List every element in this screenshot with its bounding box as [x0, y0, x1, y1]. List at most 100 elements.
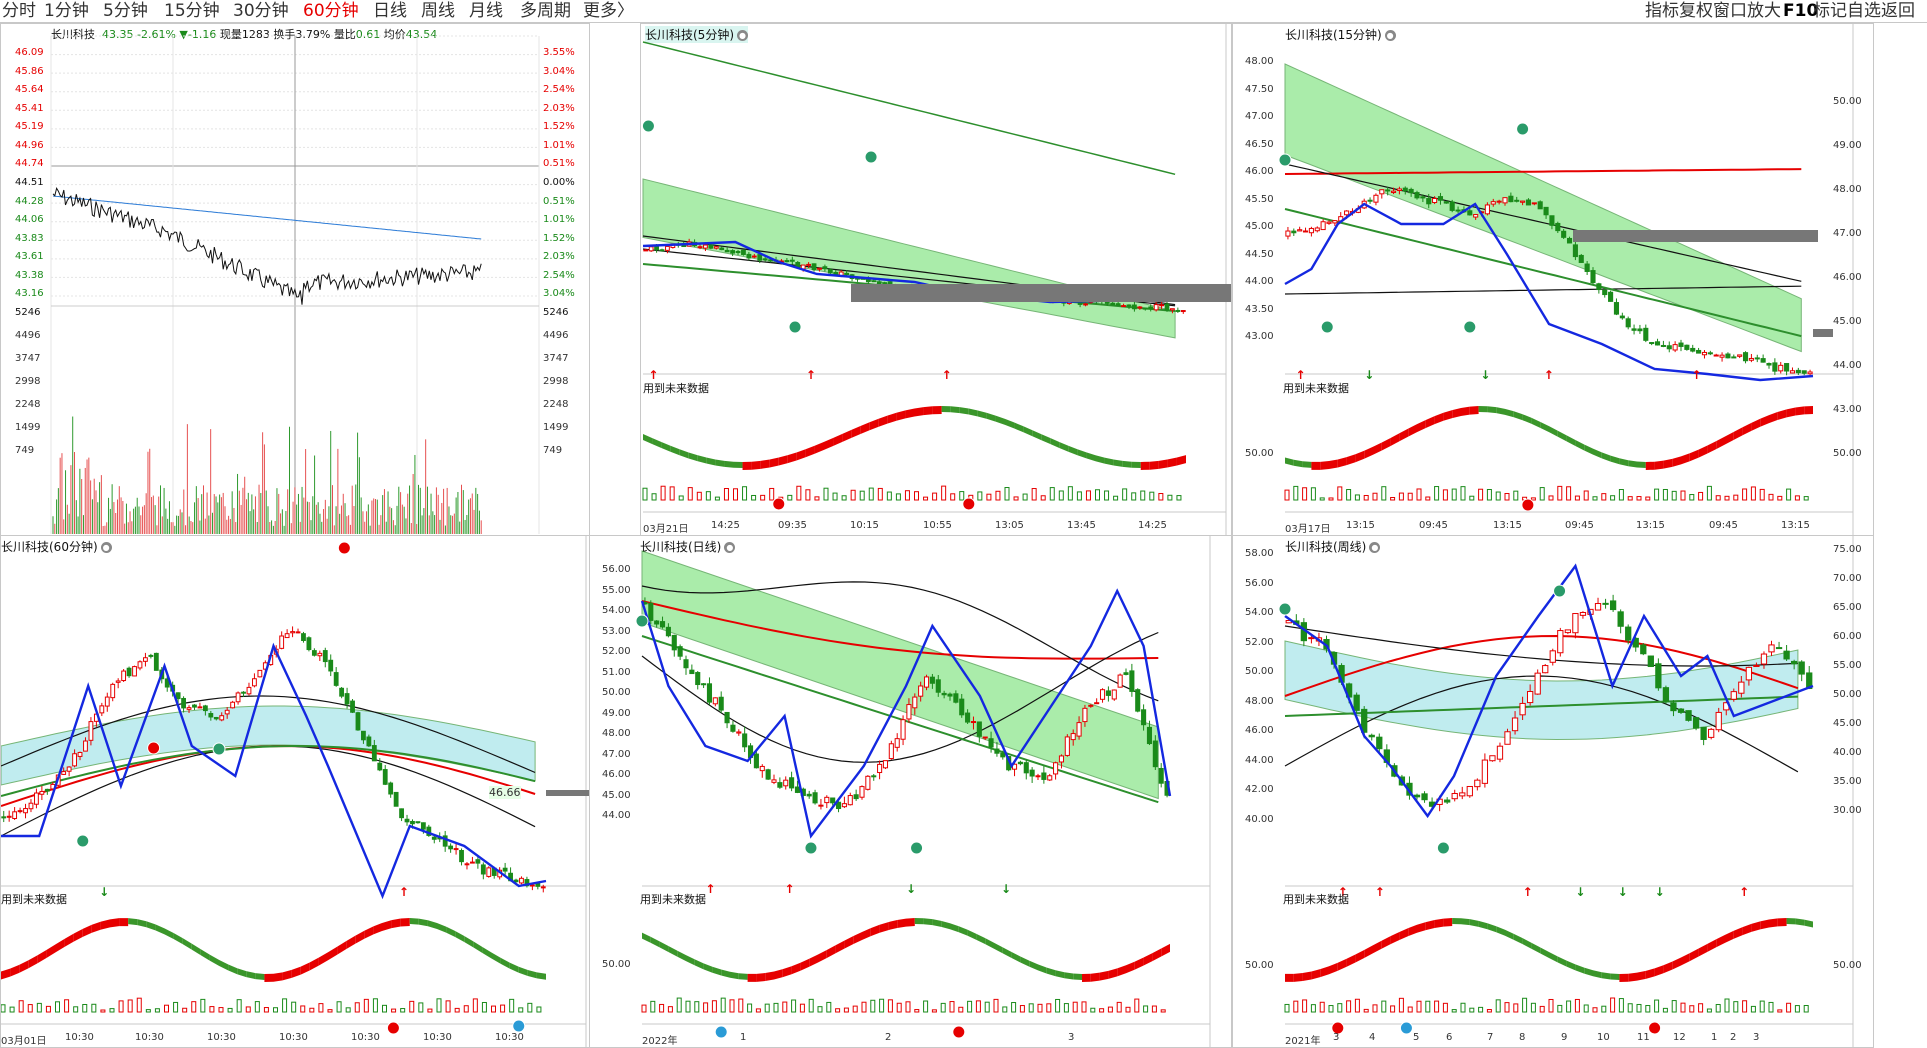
indicator-ribbon [100, 919, 110, 930]
period-tab-multi[interactable]: 多周期 [520, 1, 571, 21]
panel-title[interactable]: 长川科技(日线) ● [640, 538, 736, 555]
indicator-bar [949, 1001, 955, 1013]
period-tab-timeshare[interactable]: 分时 [2, 1, 36, 21]
axis-tick-label: 40.00 [1245, 813, 1274, 825]
candle-body [1514, 199, 1520, 202]
candle-body [1047, 775, 1053, 781]
period-tab-5min[interactable]: 5分钟 [103, 1, 148, 21]
eye-icon[interactable]: ● [737, 30, 748, 41]
axis-tick-label: 48.00 [1245, 695, 1274, 707]
indicator-bar [941, 485, 947, 501]
kline-chart-5min[interactable]: ↑ ↑ ↑ [641, 24, 1231, 535]
candle-body [824, 796, 830, 804]
period-tab-week[interactable]: 周线 [421, 1, 455, 21]
candle-body [235, 692, 241, 703]
period-tab-15min[interactable]: 15分钟 [164, 1, 220, 21]
signal-marker-icon [804, 841, 818, 855]
mark-button[interactable]: 标记 [1813, 1, 1847, 21]
kline-panel-week: 长川科技(周线) ● ↑ ↑ ↑ ↓ ↓ ↓ ↑ 58.00 56.00 54.00 52.00 50… [1232, 535, 1874, 1048]
indicator-button[interactable]: 指标 [1645, 1, 1679, 21]
back-button[interactable]: 返回 [1881, 1, 1915, 21]
candle-body [853, 794, 859, 800]
candle-body [1555, 222, 1561, 232]
kline-chart-week[interactable]: ↑ ↑ ↑ ↓ ↓ ↓ ↑ [1233, 536, 1873, 1047]
candle-body [719, 247, 725, 251]
indicator-ribbon [1038, 964, 1047, 974]
time-label: 13:15 [1493, 520, 1522, 531]
indicator-bar [659, 1003, 665, 1013]
indicator-bar [118, 1000, 124, 1013]
indicator-bar [518, 1007, 524, 1013]
panel-title[interactable]: 长川科技(周线) ● [1285, 538, 1381, 555]
price-tick-label: 43.16 [15, 288, 44, 300]
indicator-bar [1662, 1007, 1668, 1013]
indicator-ribbon [219, 959, 229, 971]
period-tab-day[interactable]: 日线 [373, 1, 407, 21]
signal-arrow-icon: ↓ [1618, 885, 1628, 899]
axis-tick-label: 47.00 [1245, 111, 1274, 122]
indicator-ribbon [932, 406, 942, 415]
time-label: 13:45 [1067, 520, 1096, 531]
future-data-label: 用到未来数据 [1283, 893, 1349, 906]
axis-tick-label: 35.00 [1833, 776, 1862, 787]
signal-arrow-icon: ↓ [1575, 885, 1585, 899]
future-data-label: 用到未来数据 [640, 893, 706, 906]
indicator-bar [877, 487, 883, 501]
panel-title[interactable]: 长川科技(60分钟) ● [1, 538, 112, 555]
candle-body [1579, 612, 1587, 616]
indicator-bar [1662, 488, 1668, 501]
indicator-bar [472, 998, 478, 1013]
candle-body [1344, 210, 1350, 216]
eye-icon[interactable]: ● [1384, 30, 1396, 41]
candle-body [1285, 230, 1291, 237]
axis-tick-label: 49.00 [1833, 140, 1862, 151]
indicator-bar [1122, 488, 1128, 501]
signal-marker-icon [512, 1019, 526, 1033]
indicator-ribbon [400, 918, 410, 927]
period-tab-60min[interactable]: 60分钟 [303, 1, 359, 21]
axis-tick-label: 46.50 [1245, 138, 1274, 150]
axis-tick-label: 52.00 [1245, 636, 1274, 648]
zoom-button[interactable]: 放大 [1747, 1, 1781, 21]
period-tab-30min[interactable]: 30分钟 [233, 1, 289, 21]
panel-title[interactable]: 长川科技(5分钟) ● [645, 26, 748, 43]
indicator-bar [791, 999, 797, 1013]
kline-chart-day[interactable]: ↑ ↑ ↓ ↓ [590, 536, 1231, 1047]
price-flag: 46.66 [489, 786, 521, 799]
axis-tick-label: 60.00 [1833, 631, 1862, 642]
window-button[interactable]: 窗口 [1713, 1, 1747, 21]
period-tab-month[interactable]: 月线 [469, 1, 503, 21]
adjust-button[interactable]: 复权 [1679, 1, 1713, 21]
candle-body [1791, 660, 1798, 665]
candle-body [982, 736, 988, 739]
period-tab-more[interactable]: 更多〉 [583, 1, 634, 21]
candle-body [1708, 728, 1715, 738]
indicator-ribbon [382, 920, 392, 931]
moving-average-line [642, 41, 1176, 176]
kline-chart-15min[interactable]: ↑ ↓ ↓ ↑ ↑ [1233, 24, 1873, 535]
intraday-chart[interactable] [1, 24, 589, 535]
candle-body [1617, 611, 1624, 627]
indicator-bar [1363, 494, 1369, 501]
signal-arrow-icon: ↓ [1001, 882, 1011, 896]
candle-body [976, 721, 982, 737]
indicator-ribbon [246, 971, 256, 980]
candle-body [1082, 707, 1088, 723]
indicator-ribbon [1337, 958, 1347, 971]
indicator-bar [1513, 490, 1519, 501]
eye-icon[interactable]: ● [1369, 542, 1381, 553]
panel-title[interactable]: 长川科技(15分钟) ● [1285, 26, 1396, 43]
kline-chart-60min[interactable]: ↓ ↑ [1, 536, 589, 1047]
candle-body [1029, 769, 1035, 777]
eye-icon[interactable]: ● [724, 542, 736, 553]
resistance-zone [851, 284, 1231, 302]
f10-button[interactable]: F10 [1783, 1, 1819, 21]
indicator-bar [1151, 1005, 1157, 1013]
candle-body [1379, 189, 1385, 195]
indicator-ribbon [679, 449, 689, 459]
eye-icon[interactable]: ● [100, 542, 112, 553]
indicator-bar [835, 1008, 841, 1013]
period-tab-1min[interactable]: 1分钟 [44, 1, 89, 21]
watchlist-button[interactable]: 自选 [1847, 1, 1881, 21]
indicator-bar [1442, 489, 1448, 501]
